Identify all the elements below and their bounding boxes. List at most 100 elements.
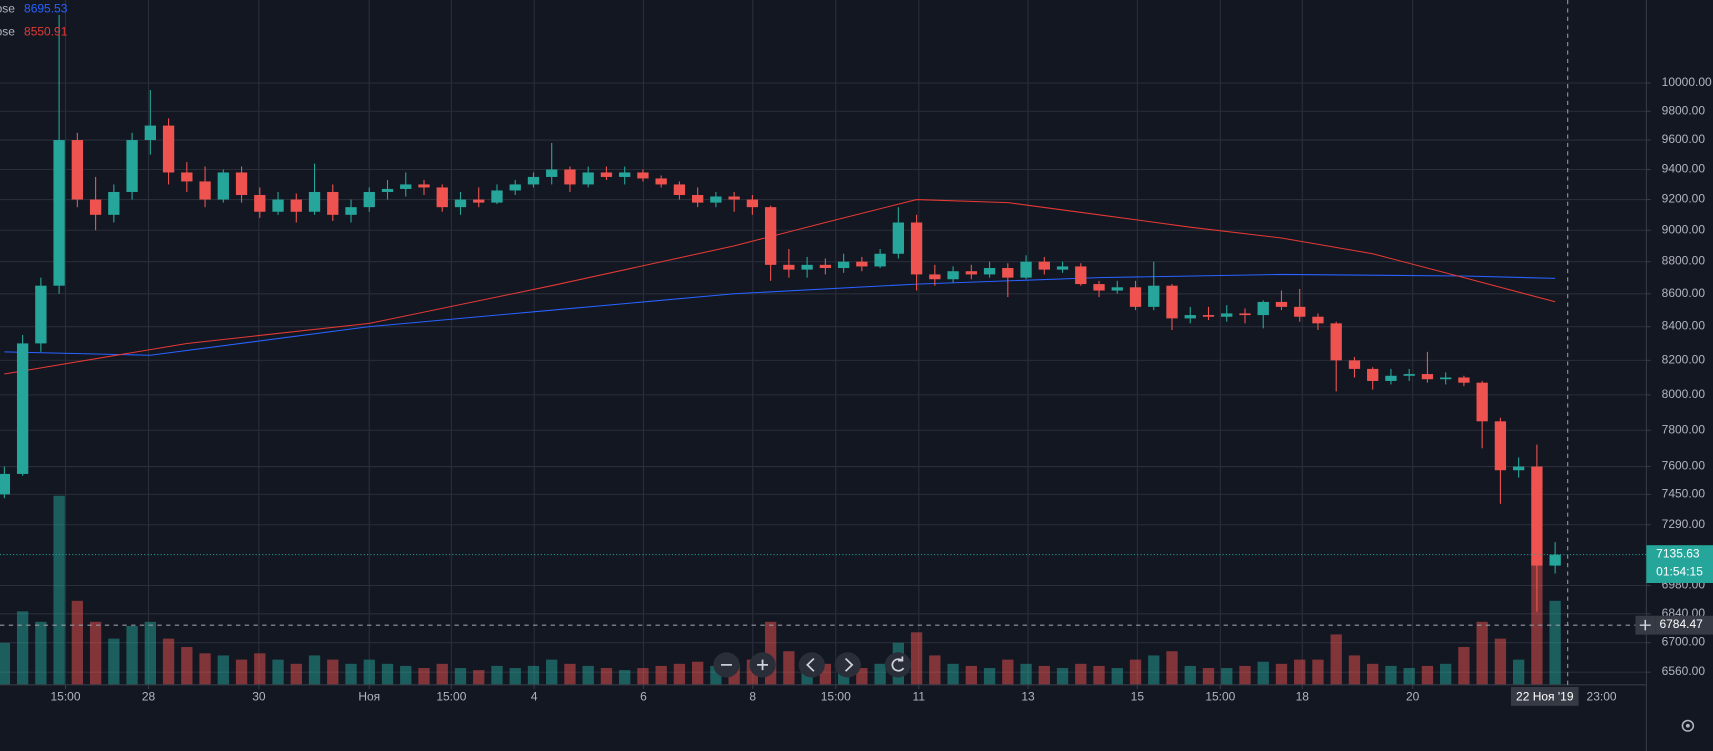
volume-bar [1184, 665, 1196, 685]
candle-body [235, 172, 248, 195]
volume-bar [35, 621, 47, 685]
moving-average-line [4, 199, 1556, 375]
candle-body [1148, 285, 1160, 307]
volume-bar [710, 665, 722, 685]
nav-buttons [713, 652, 912, 678]
candle-body [217, 172, 229, 200]
candle-body [181, 172, 193, 182]
scroll-left-button[interactable] [798, 652, 825, 678]
candle-body [619, 172, 631, 177]
y-tick-label: 6700.00 [1662, 636, 1706, 649]
candle-body [582, 172, 594, 185]
volume-bar [1330, 634, 1342, 685]
candle-body [1093, 284, 1105, 291]
x-tick-label: 15:00 [50, 691, 80, 704]
volume-bar [1221, 668, 1233, 685]
x-tick-label: 18 [1296, 691, 1310, 704]
current-price-box [1646, 545, 1713, 584]
volume-bar [1531, 558, 1543, 685]
volume-bar [546, 659, 558, 685]
candle-body [1239, 313, 1251, 316]
candle-body [819, 264, 832, 269]
candle-body [1531, 466, 1543, 566]
y-tick-label: 8200.00 [1662, 354, 1706, 367]
y-tick-label: 7450.00 [1662, 488, 1706, 501]
candle-body [345, 207, 357, 215]
candle-body [1166, 285, 1178, 319]
candle-body [254, 194, 266, 212]
candle-body [53, 140, 65, 286]
volume-bar [1440, 663, 1452, 685]
scroll-right-button[interactable] [834, 652, 861, 678]
volume-bar [144, 621, 156, 685]
x-tick-label: 28 [142, 691, 156, 704]
candle-body [1549, 554, 1561, 566]
y-tick-label: 7290.00 [1662, 518, 1706, 531]
reset-button[interactable] [884, 652, 912, 678]
candle-body [0, 473, 11, 495]
y-tick-label: 8800.00 [1662, 255, 1706, 268]
x-tick-label: 30 [252, 691, 266, 704]
settings-icon-center [1685, 723, 1690, 728]
volume-bar [1020, 663, 1032, 685]
candle-body [454, 199, 467, 208]
volume-bar [1494, 638, 1507, 685]
candle-body [418, 184, 430, 188]
volume-bar [1002, 659, 1014, 685]
candle-body [400, 184, 412, 189]
volume-bar [527, 665, 540, 685]
candle-body [1075, 266, 1087, 285]
candle-body [1020, 261, 1032, 278]
candle-body [199, 181, 211, 200]
volume-bar [1294, 659, 1306, 685]
x-tick-label: 15:00 [821, 691, 851, 704]
volume-bar [1367, 663, 1379, 685]
volume-bar [1148, 655, 1160, 685]
candle-body [1294, 306, 1306, 317]
volume-bar [1075, 663, 1087, 685]
candle-body [308, 191, 321, 212]
candle-body [126, 140, 138, 192]
candle-body [1038, 261, 1050, 270]
crosshair-price-label: 6784.47 [1659, 618, 1702, 631]
candle-body [710, 196, 722, 203]
volume-bar [71, 600, 84, 685]
volume-bar [1111, 668, 1123, 685]
time-axis [0, 684, 1647, 751]
x-tick-label: 20 [1406, 691, 1420, 704]
candle-body [564, 169, 576, 185]
candle-body [491, 190, 503, 203]
candle-body [1476, 382, 1488, 422]
y-tick-label: 9400.00 [1662, 163, 1706, 176]
volume-bar [454, 668, 467, 685]
candle-body [1348, 360, 1361, 369]
volume-bar [1056, 668, 1069, 685]
volume-bar [619, 670, 631, 685]
volume-bar [345, 663, 357, 685]
scroll-left-icon [806, 657, 815, 672]
y-tick-label: 9800.00 [1662, 104, 1706, 117]
moving-average-line [4, 273, 1556, 356]
legend-value: 8550.91 [24, 26, 67, 39]
candle-body [1257, 301, 1269, 316]
volume-bar [564, 663, 576, 685]
legend-name: ose [0, 26, 15, 39]
candle-body [108, 191, 120, 215]
candle-body [527, 176, 540, 185]
y-tick-label: 7600.00 [1662, 460, 1706, 473]
candle-body [965, 271, 977, 275]
candle-body [1202, 315, 1215, 317]
volume-bar [509, 668, 521, 685]
volume-bar [16, 611, 29, 685]
volume-bar [290, 663, 302, 685]
volume-bar [1129, 659, 1142, 685]
candle-body [162, 125, 175, 173]
volume-bar [582, 665, 594, 685]
volume-bar [181, 647, 193, 685]
volume-bar [1093, 665, 1105, 685]
settings-button[interactable] [1681, 719, 1695, 732]
candle-body [1221, 313, 1233, 317]
candle-body [1275, 301, 1288, 307]
candle-body [1512, 466, 1525, 471]
